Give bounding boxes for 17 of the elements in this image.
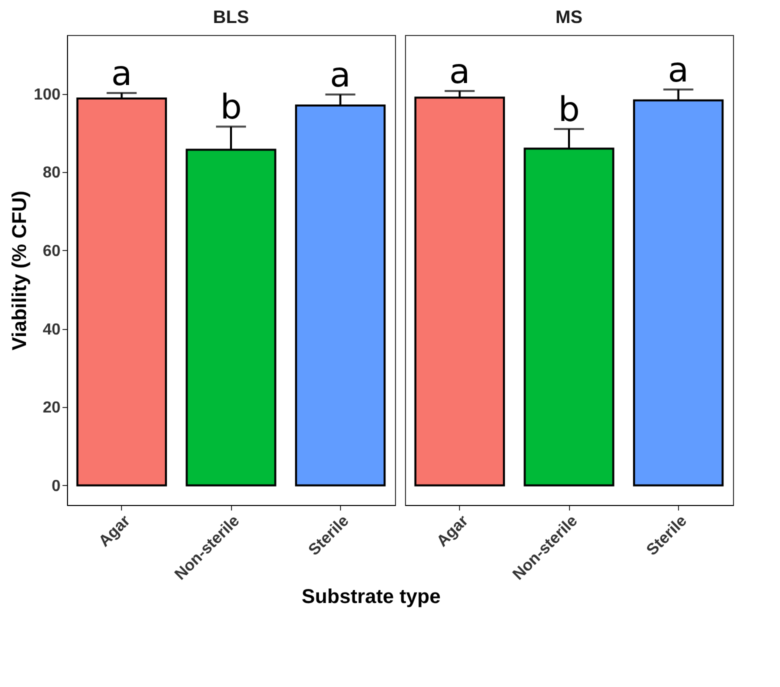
annotation: b <box>558 90 580 130</box>
chart-title: MS <box>556 7 582 27</box>
y-tick-label: 20 <box>42 400 61 417</box>
chart-title: BLS <box>213 7 249 27</box>
annotation: a <box>668 50 689 90</box>
y-tick-label: 100 <box>34 86 61 104</box>
y-tick-label: 80 <box>42 164 61 182</box>
y-tick-label: 0 <box>52 478 61 495</box>
bar <box>76 97 167 486</box>
annotation: a <box>330 56 351 96</box>
annotation: a <box>449 52 470 92</box>
y-axis-title: Viability (% CFU) <box>8 190 31 350</box>
annotation: b <box>220 88 242 128</box>
y-tick-label: 60 <box>42 242 61 260</box>
x-axis-title: Substrate type <box>302 586 441 608</box>
y-tick-label: 40 <box>42 321 61 338</box>
annotation: a <box>111 54 132 94</box>
